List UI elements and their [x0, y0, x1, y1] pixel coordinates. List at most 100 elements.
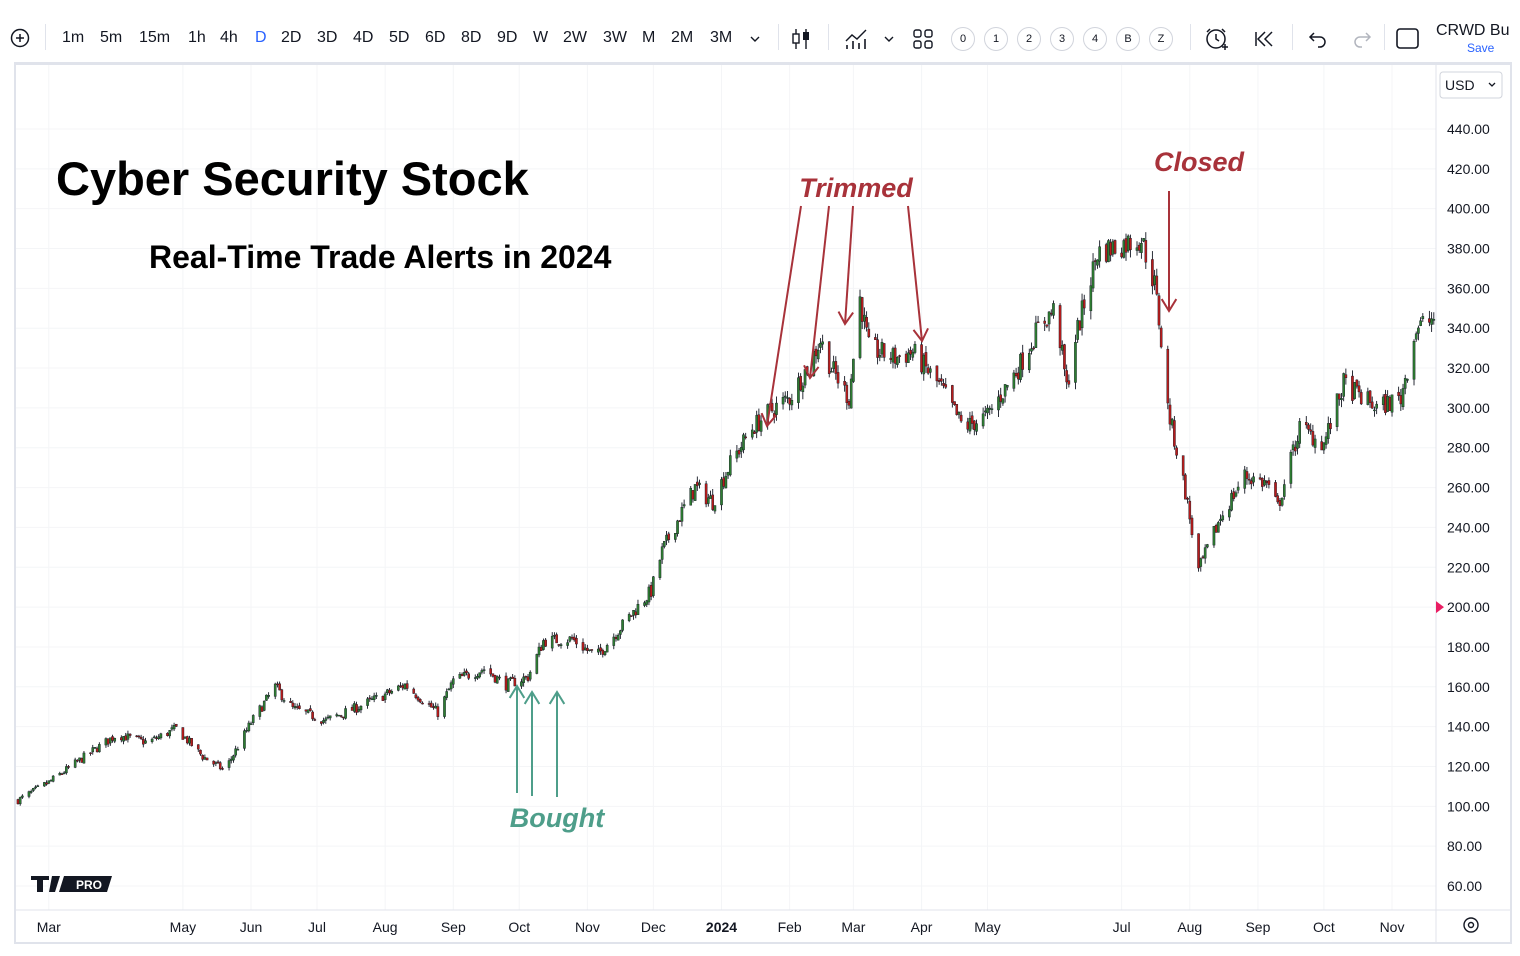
- candle: [627, 612, 631, 623]
- interval-8d[interactable]: 8D: [461, 29, 482, 46]
- indicators-dropdown-icon[interactable]: [882, 33, 896, 45]
- layout-slot-4[interactable]: 4: [1083, 27, 1107, 51]
- candles-chart-type-icon[interactable]: [790, 27, 812, 51]
- layout-slot-z[interactable]: Z: [1149, 27, 1173, 51]
- x-tick-label: Mar: [841, 919, 865, 935]
- x-tick-label: Jun: [240, 919, 263, 935]
- layout-slot-1[interactable]: 1: [984, 27, 1008, 51]
- symbol-label[interactable]: CRWD Bu: [1436, 22, 1510, 39]
- interval-m[interactable]: M: [642, 29, 656, 46]
- candle: [355, 701, 358, 716]
- candle: [553, 632, 556, 640]
- layout-slot-b[interactable]: B: [1116, 27, 1140, 51]
- redo-icon[interactable]: [1350, 28, 1374, 50]
- candle: [174, 723, 178, 727]
- interval-4d[interactable]: 4D: [353, 29, 374, 46]
- currency-selector[interactable]: USD: [1439, 71, 1503, 99]
- indicators-icon[interactable]: [844, 27, 870, 51]
- candle: [1280, 497, 1284, 507]
- interval-2w[interactable]: 2W: [563, 29, 587, 46]
- layout-grid-icon[interactable]: [912, 28, 934, 50]
- interval-5m[interactable]: 5m: [100, 29, 123, 46]
- candle: [603, 651, 607, 657]
- chart-settings-icon[interactable]: [1463, 917, 1479, 933]
- candle: [1234, 490, 1238, 498]
- candle: [874, 333, 877, 341]
- candle: [309, 705, 312, 712]
- tradingview-logo: PRO: [31, 876, 112, 892]
- bought-arrow: [508, 684, 526, 793]
- candle: [1322, 442, 1326, 454]
- candle: [1140, 237, 1143, 259]
- candle: [1263, 475, 1266, 487]
- add-symbol-icon[interactable]: [10, 27, 32, 49]
- candle: [144, 737, 147, 744]
- candle: [704, 480, 708, 508]
- candle: [370, 696, 374, 701]
- undo-icon[interactable]: [1306, 28, 1330, 50]
- interval-1m[interactable]: 1m: [62, 29, 85, 46]
- interval-9d[interactable]: 9D: [497, 29, 518, 46]
- candle: [645, 599, 649, 607]
- x-tick-label: Oct: [1313, 919, 1335, 935]
- y-tick-label: 360.00: [1447, 280, 1490, 296]
- candle: [667, 531, 671, 543]
- interval-3m[interactable]: 3M: [710, 29, 733, 46]
- interval-6d[interactable]: 6D: [425, 29, 446, 46]
- candle: [660, 542, 664, 564]
- candle: [80, 757, 84, 763]
- interval-5d[interactable]: 5D: [389, 29, 410, 46]
- interval-1h[interactable]: 1h: [188, 29, 206, 46]
- replay-icon[interactable]: [1252, 28, 1276, 50]
- candle: [783, 391, 787, 403]
- y-tick-label: 120.00: [1447, 758, 1490, 774]
- candle: [1232, 487, 1236, 502]
- save-button[interactable]: Save: [1467, 41, 1495, 55]
- candle: [155, 735, 158, 741]
- candle: [678, 520, 682, 522]
- candle: [401, 683, 405, 691]
- candle: [1289, 449, 1293, 489]
- alert-clock-icon[interactable]: [1204, 26, 1230, 52]
- candle: [1212, 526, 1216, 548]
- candle: [1043, 316, 1046, 332]
- interval-w[interactable]: W: [533, 29, 549, 46]
- candle: [91, 744, 95, 755]
- candle: [689, 486, 693, 506]
- candle: [937, 377, 941, 385]
- layout-slot-0[interactable]: 0: [951, 27, 975, 51]
- candle: [1113, 239, 1117, 255]
- candle: [755, 410, 758, 439]
- candle: [381, 695, 385, 701]
- candle: [344, 705, 347, 720]
- interval-3d[interactable]: 3D: [317, 29, 338, 46]
- x-tick-label: Dec: [641, 919, 666, 935]
- interval-2d[interactable]: 2D: [281, 29, 302, 46]
- interval-4h[interactable]: 4h: [220, 29, 238, 46]
- candle: [1098, 240, 1101, 268]
- candle: [311, 710, 314, 721]
- layout-slot-3[interactable]: 3: [1050, 27, 1074, 51]
- candle: [324, 716, 328, 724]
- candle: [876, 333, 879, 365]
- candle: [1344, 368, 1348, 385]
- candle: [737, 447, 741, 458]
- intervals-dropdown-icon[interactable]: [748, 33, 762, 45]
- candle: [47, 780, 51, 785]
- candle: [166, 732, 169, 737]
- fullscreen-icon[interactable]: [1395, 27, 1421, 51]
- candle: [126, 730, 130, 743]
- candle: [1135, 241, 1139, 256]
- bought-arrow: [523, 690, 541, 796]
- candle: [251, 714, 255, 726]
- candle: [495, 675, 499, 684]
- interval-3w[interactable]: 3W: [603, 29, 627, 46]
- candle: [414, 693, 418, 700]
- interval-d[interactable]: D: [255, 29, 267, 46]
- interval-15m[interactable]: 15m: [139, 29, 171, 46]
- candle: [353, 701, 356, 713]
- x-tick-label: May: [974, 919, 1000, 935]
- interval-2m[interactable]: 2M: [671, 29, 694, 46]
- layout-slot-2[interactable]: 2: [1017, 27, 1041, 51]
